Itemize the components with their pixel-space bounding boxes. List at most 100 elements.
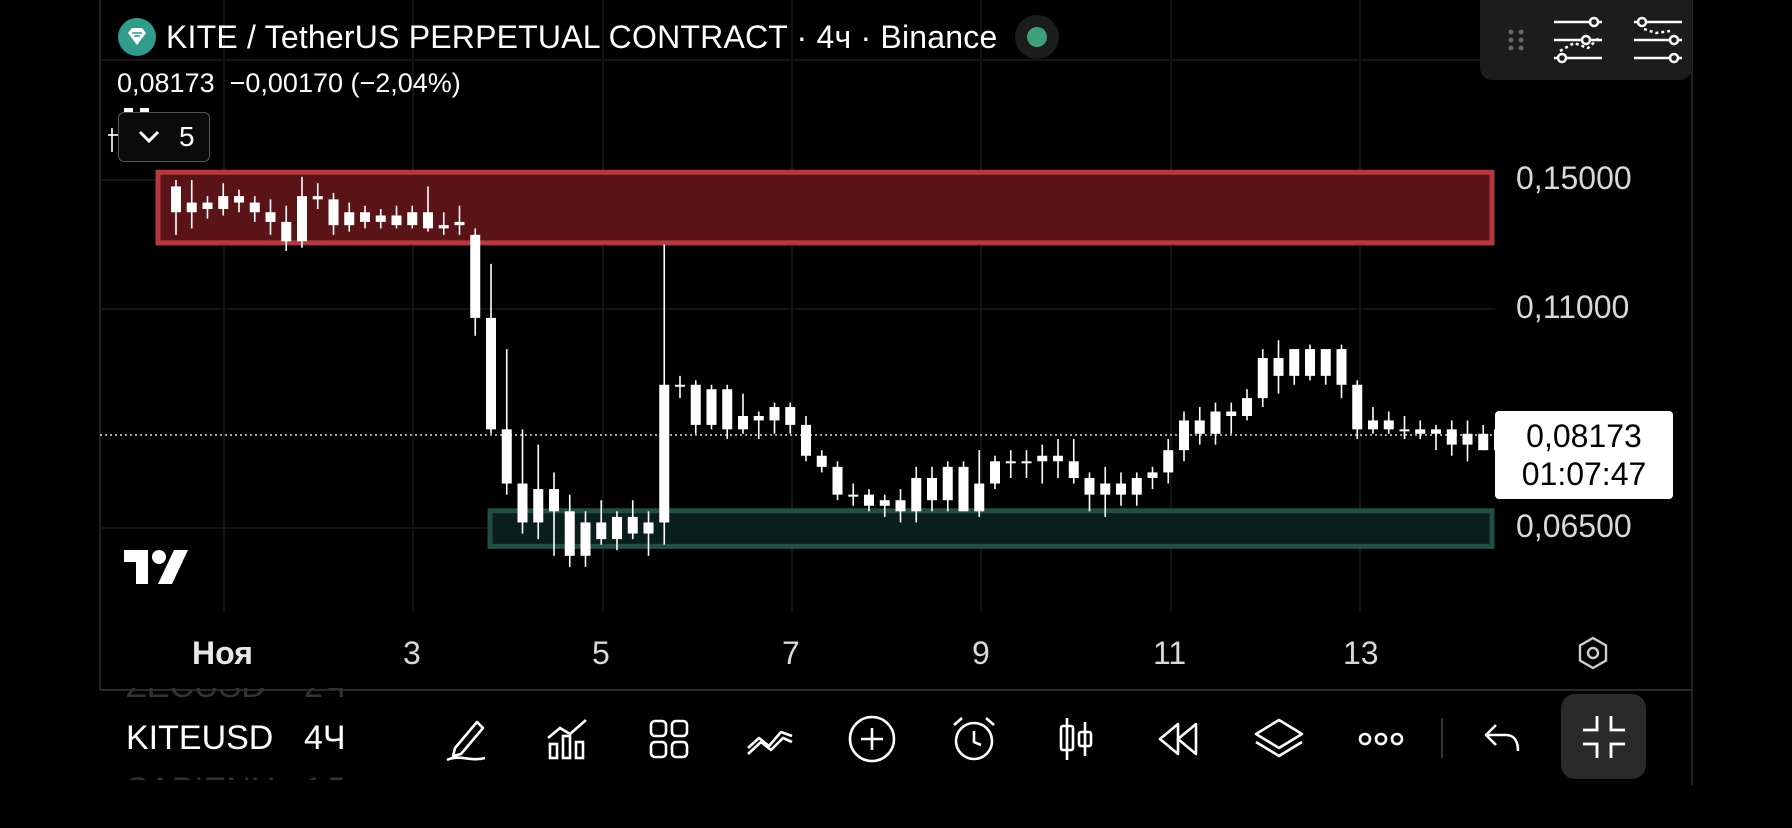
time-axis-label: 5 — [592, 635, 610, 671]
candle-body — [1179, 420, 1189, 451]
candle — [848, 483, 859, 506]
candle-body — [1257, 358, 1268, 399]
candle-body — [517, 483, 528, 523]
undo-icon[interactable] — [1475, 712, 1529, 766]
settings-sliders-icon[interactable] — [1630, 15, 1686, 65]
candle-body — [1415, 429, 1426, 434]
candle — [753, 411, 764, 440]
live-dot-icon — [1027, 27, 1048, 47]
more-icon[interactable] — [1354, 712, 1408, 766]
candle-body — [1478, 433, 1489, 451]
add-icon[interactable] — [845, 712, 899, 766]
candle-body — [1242, 398, 1252, 416]
candle — [1068, 439, 1079, 484]
indicators-icon[interactable] — [540, 712, 594, 766]
candle — [1005, 450, 1016, 478]
candle — [1053, 439, 1063, 478]
candle-body — [344, 212, 355, 226]
candle-body — [911, 477, 922, 512]
alert-icon[interactable] — [947, 712, 1001, 766]
candle-body — [864, 494, 874, 506]
candle — [1100, 466, 1111, 517]
candle — [738, 393, 748, 434]
candle-body — [1194, 420, 1205, 434]
candle-body — [612, 516, 622, 540]
layers-icon[interactable] — [1252, 712, 1306, 766]
candle-body — [1226, 411, 1237, 416]
candle-body — [769, 407, 780, 421]
candle-body — [423, 212, 433, 229]
candle — [911, 466, 922, 523]
candle — [171, 180, 181, 235]
candle — [1399, 415, 1410, 440]
candle — [801, 415, 811, 462]
candle — [879, 494, 890, 517]
candle — [1462, 420, 1473, 462]
candle — [722, 384, 733, 440]
candle — [281, 205, 292, 251]
tradingview-logo — [124, 550, 188, 584]
last-price: 0,08173 — [117, 68, 215, 98]
candle-body — [1053, 455, 1063, 462]
watchlist-interval: 1Д — [304, 771, 346, 781]
replay-icon[interactable] — [1150, 712, 1204, 766]
symbol-header[interactable]: KITE / TetherUS PERPETUAL CONTRACT · 4ч … — [118, 14, 1060, 60]
chevron-down-icon — [138, 130, 160, 144]
candle — [990, 455, 1000, 490]
candle — [486, 263, 496, 434]
indicator-count: 5 — [179, 121, 195, 152]
candle — [1415, 420, 1426, 440]
candle — [344, 202, 355, 232]
candle — [407, 205, 418, 229]
drag-handle-icon[interactable] — [1496, 20, 1536, 60]
watchlist-next[interactable]: SAPIENU 1Д — [126, 768, 386, 781]
candle-body — [596, 522, 607, 540]
candle-body — [1399, 429, 1410, 432]
candle-body — [375, 215, 386, 222]
candle — [1273, 340, 1284, 394]
candle-body — [1005, 461, 1016, 464]
candle-body — [722, 389, 733, 430]
candle-body — [438, 225, 449, 229]
market-status — [1015, 15, 1060, 59]
candle-body — [1368, 420, 1378, 430]
candle-body — [627, 516, 638, 534]
candle — [1210, 402, 1221, 445]
indicators-toggle[interactable]: 5 — [118, 112, 210, 162]
candle-body — [675, 384, 685, 387]
price-axis-label: 0,15000 — [1516, 160, 1632, 196]
time-axis-label: 7 — [782, 635, 800, 671]
candle — [297, 176, 307, 248]
candle-body — [486, 317, 496, 430]
candle — [1320, 349, 1331, 385]
candle — [312, 183, 323, 210]
candle-body — [974, 483, 985, 512]
candle — [249, 196, 260, 222]
watchlist-strip[interactable]: ZECUSD 2Ч KITEUSD 4Ч SAPIENU 1Д — [126, 688, 386, 780]
candle-body — [1068, 461, 1079, 478]
object-tree-icon[interactable] — [1550, 15, 1606, 65]
candle-body — [533, 489, 544, 523]
candle-body — [1163, 450, 1174, 473]
candle — [564, 494, 575, 567]
watchlist-current[interactable]: KITEUSD 4Ч — [126, 708, 386, 768]
compare-icon[interactable] — [743, 712, 797, 766]
candle-body — [1352, 384, 1363, 430]
candle — [549, 472, 559, 556]
templates-icon[interactable] — [642, 712, 696, 766]
draw-icon[interactable] — [439, 712, 493, 766]
candle — [627, 500, 638, 540]
candle — [832, 461, 843, 501]
watchlist-prev[interactable]: ZECUSD 2Ч — [126, 688, 386, 708]
candle-body — [328, 199, 339, 226]
axis-settings-icon[interactable] — [1576, 636, 1610, 670]
candle-body — [1289, 349, 1300, 376]
candle-body — [1336, 349, 1347, 385]
candle-body — [234, 196, 244, 203]
exit-fullscreen-button[interactable] — [1561, 694, 1646, 779]
candle-body — [1021, 461, 1032, 464]
candle-body — [564, 511, 575, 556]
kite-coin-icon — [118, 18, 156, 56]
candle — [974, 450, 985, 517]
chart-type-icon[interactable] — [1049, 712, 1103, 766]
